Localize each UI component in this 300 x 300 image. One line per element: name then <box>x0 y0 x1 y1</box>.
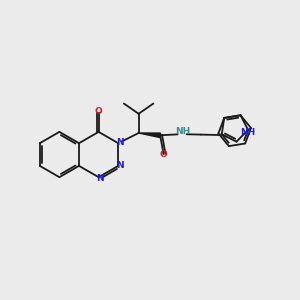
Text: N: N <box>116 161 124 170</box>
Text: N: N <box>116 138 124 147</box>
Text: NH: NH <box>241 128 256 137</box>
Text: NH: NH <box>175 128 190 136</box>
Polygon shape <box>139 133 160 137</box>
Text: N: N <box>96 175 103 184</box>
Text: O: O <box>95 107 103 116</box>
Text: O: O <box>160 151 167 160</box>
